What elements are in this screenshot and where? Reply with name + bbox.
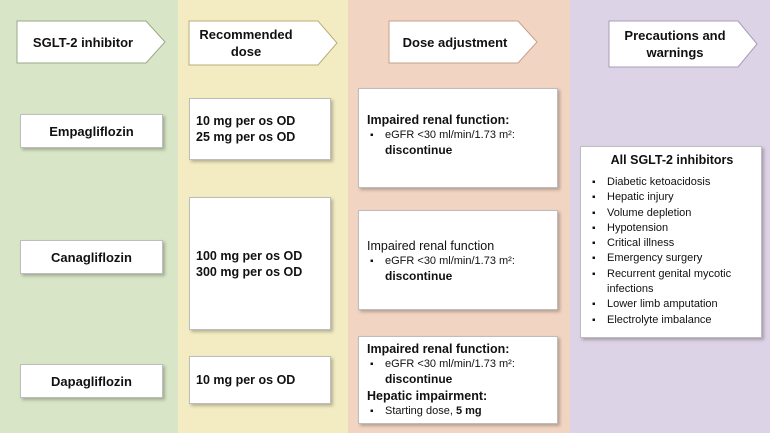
dose-line: 10 mg per os OD (196, 373, 296, 387)
header-label: SGLT-2 inhibitor (32, 34, 134, 50)
header-precautions-warnings: Precautions and warnings (608, 20, 758, 68)
header-arrow-shape (608, 20, 758, 68)
dose-box-canagliflozin: 100 mg per os OD 300 mg per os OD (189, 197, 331, 330)
precaution-item: Lower limb amputation (589, 297, 755, 313)
dose-line: 25 mg per os OD (196, 130, 296, 144)
precaution-item: Hypotension (589, 221, 755, 237)
precaution-item: Emergency surgery (589, 251, 755, 267)
adjustment-action: discontinue (385, 143, 453, 157)
adjustment-item: eGFR <30 ml/min/1.73 m²: discontinue (367, 357, 549, 387)
dose-line: 100 mg per os OD (196, 248, 303, 263)
header-label: Dose adjustment (402, 34, 508, 50)
adjustment-box-empagliflozin: Impaired renal function: eGFR <30 ml/min… (358, 88, 558, 188)
dose-line: 10 mg per os OD (196, 114, 296, 128)
header-sglt2-inhibitor: SGLT-2 inhibitor (16, 20, 166, 64)
precaution-item: Volume depletion (589, 206, 755, 222)
adjustment-item: Starting dose, 5 mg (367, 404, 549, 419)
header-arrow-shape (388, 20, 538, 64)
drug-name-empagliflozin: Empagliflozin (20, 114, 163, 148)
precaution-item: Recurrent genital mycotic infections (589, 267, 755, 298)
adjustment-item: eGFR <30 ml/min/1.73 m²: discontinue (367, 254, 549, 284)
header-label: Precautions and warnings (624, 28, 726, 60)
precautions-box: All SGLT-2 inhibitors Diabetic ketoacido… (580, 146, 762, 338)
header-arrow-shape (16, 20, 166, 64)
adjustment-criterion: Starting dose, (385, 405, 453, 417)
adjustment-label: Impaired renal function: (367, 113, 510, 127)
adjustment-criterion: eGFR <30 ml/min/1.73 m²: (385, 255, 515, 267)
drug-name-canagliflozin: Canagliflozin (20, 240, 163, 274)
header-dose-adjustment: Dose adjustment (388, 20, 538, 64)
adjustment-list: eGFR <30 ml/min/1.73 m²: discontinue (367, 128, 549, 158)
adjustment-label: Hepatic impairment: (367, 389, 488, 403)
precautions-list: Diabetic ketoacidosis Hepatic injury Vol… (589, 175, 755, 328)
adjustment-action: discontinue (385, 269, 453, 283)
adjustment-box-dapagliflozin: Impaired renal function: eGFR <30 ml/min… (358, 336, 558, 424)
adjustment-action: discontinue (385, 372, 453, 386)
precaution-item: Critical illness (589, 236, 755, 252)
precautions-title: All SGLT-2 inhibitors (610, 153, 734, 167)
dose-box-empagliflozin: 10 mg per os OD 25 mg per os OD (189, 98, 331, 160)
precaution-item: Electrolyte imbalance (589, 313, 755, 329)
dose-box-dapagliflozin: 10 mg per os OD (189, 356, 331, 404)
header-arrow-shape (188, 20, 338, 66)
adjustment-label: Impaired renal function (367, 239, 495, 253)
adjustment-item: eGFR <30 ml/min/1.73 m²: discontinue (367, 128, 549, 158)
precaution-item: Hepatic injury (589, 190, 755, 206)
adjustment-label: Impaired renal function: (367, 342, 510, 356)
adjustment-criterion: eGFR <30 ml/min/1.73 m²: (385, 358, 515, 370)
adjustment-box-canagliflozin: Impaired renal function eGFR <30 ml/min/… (358, 210, 558, 310)
dose-line: 300 mg per os OD (196, 264, 303, 279)
column-sglt2-inhibitor (0, 0, 178, 433)
header-recommended-dose: Recommended dose (188, 20, 338, 66)
adjustment-list: eGFR <30 ml/min/1.73 m²: discontinue (367, 254, 549, 284)
adjustment-action: 5 mg (455, 405, 482, 417)
adjustment-list: eGFR <30 ml/min/1.73 m²: discontinue (367, 357, 549, 387)
drug-name-dapagliflozin: Dapagliflozin (20, 364, 163, 398)
header-label: Recommended dose (199, 27, 293, 59)
precaution-item: Diabetic ketoacidosis (589, 175, 755, 191)
adjustment-list: Starting dose, 5 mg (367, 404, 549, 419)
adjustment-criterion: eGFR <30 ml/min/1.73 m²: (385, 129, 515, 141)
